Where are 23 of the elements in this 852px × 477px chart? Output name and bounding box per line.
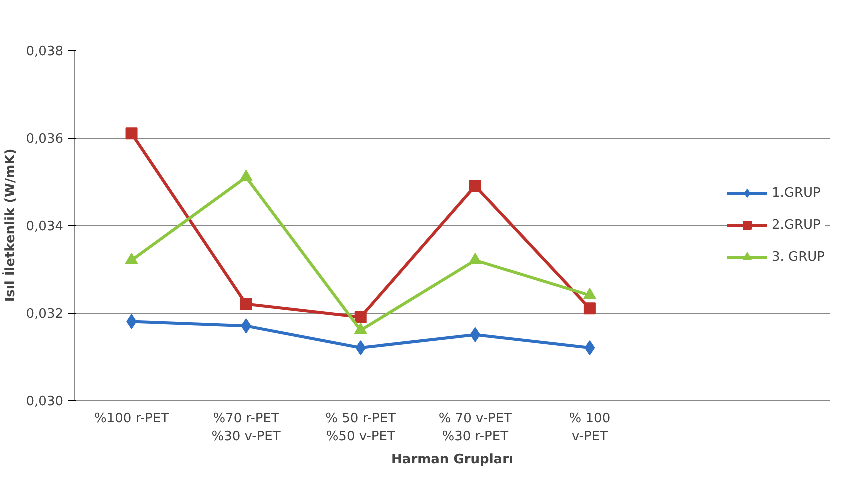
x-tick-label: % 50 r-PET %50 v-PET — [326, 412, 396, 444]
y-axis-title: Isıl İletkenlik (W/mK) — [1, 148, 18, 302]
y-tick-label: 0,038 — [26, 44, 64, 60]
point — [354, 311, 367, 324]
y-tick-label: 0,034 — [26, 220, 64, 234]
point — [584, 302, 596, 315]
legend-label: 2.GRUP — [772, 218, 821, 232]
point — [584, 340, 596, 356]
x-axis-title: Harman Grupları — [392, 452, 514, 468]
point — [469, 180, 482, 192]
y-tick-label: 0,032 — [26, 307, 64, 322]
legend-label: 3. GRUP — [772, 250, 825, 264]
y-tick-label: 0,036 — [26, 132, 64, 147]
point — [240, 298, 252, 310]
legend-label: 1.GRUP — [772, 186, 821, 200]
point — [126, 128, 138, 140]
x-tick-label: %100 r-PET — [94, 412, 170, 426]
y-tick-label: 0,030 — [26, 394, 64, 410]
point — [470, 327, 481, 342]
x-tick-label: % 70 v-PET %30 r-PET — [438, 412, 512, 444]
point — [356, 340, 366, 356]
x-tick-label: % 100 v-PET — [569, 412, 611, 444]
x-tick-label: %70 r-PET %30 v-PET — [212, 412, 281, 444]
